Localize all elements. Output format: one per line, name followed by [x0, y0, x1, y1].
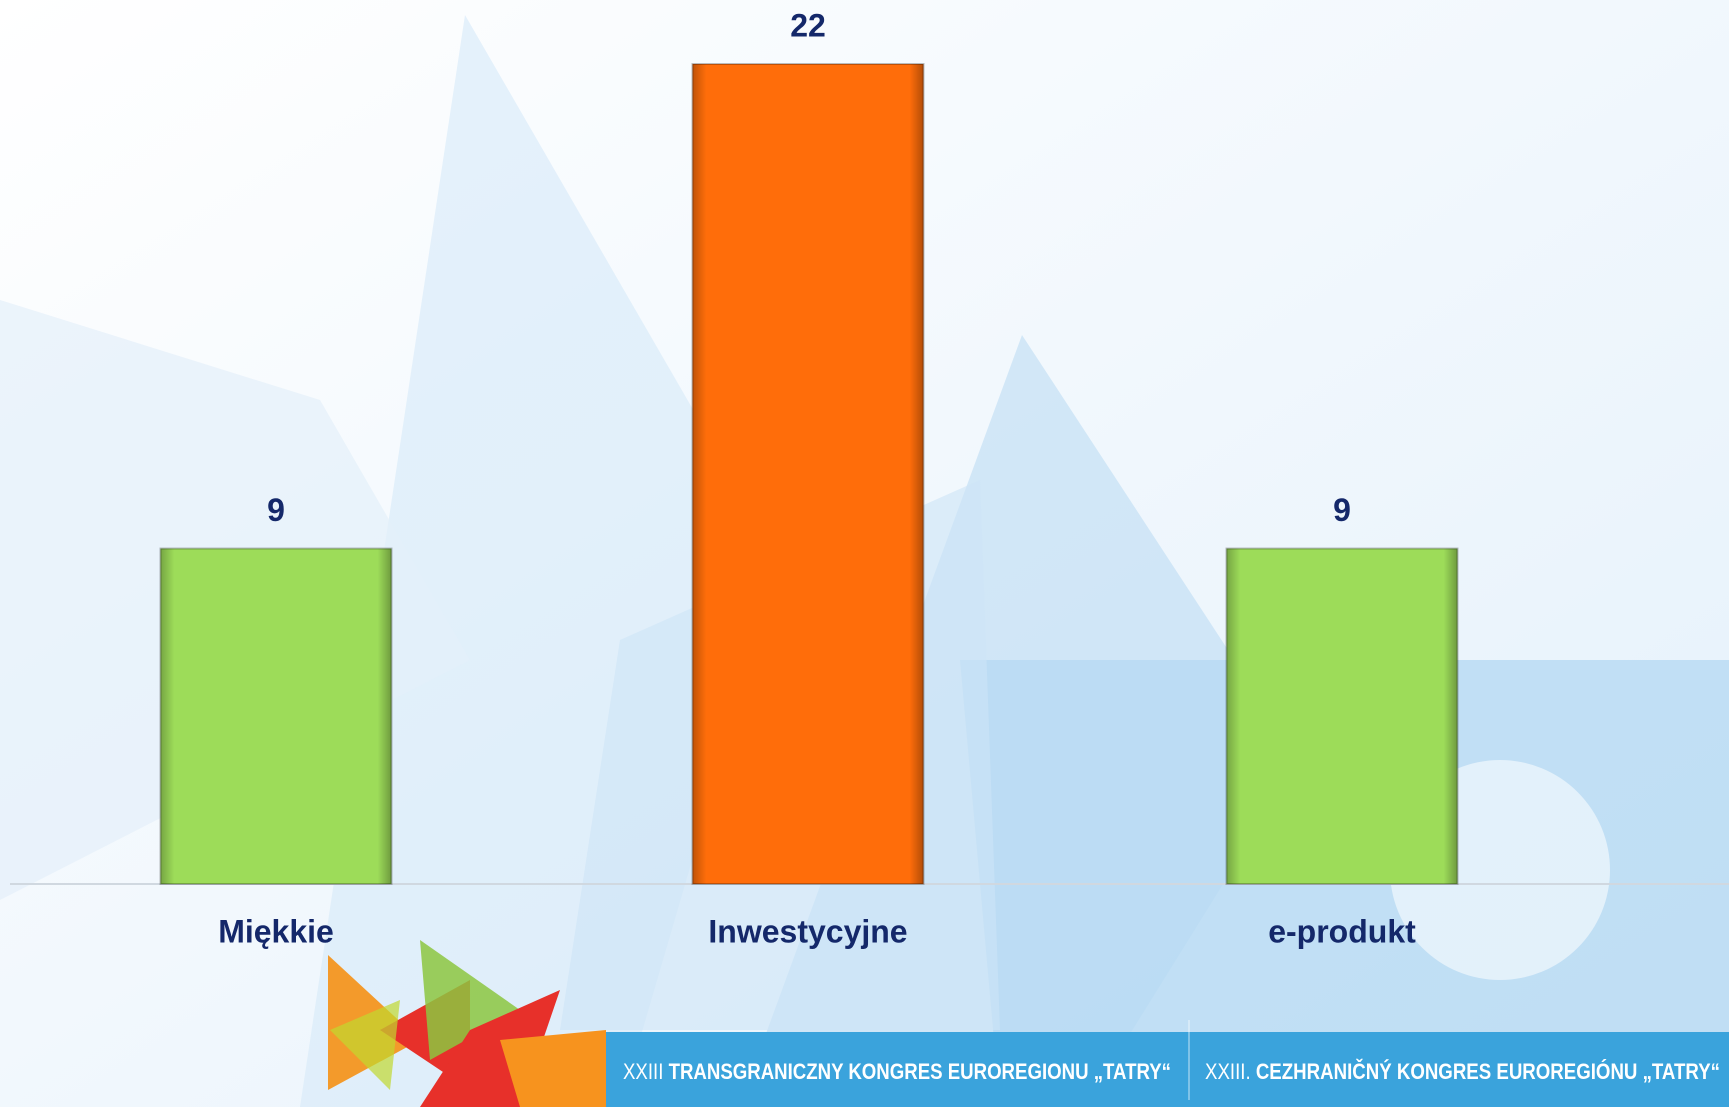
- x-tick-label: e-produkt: [1268, 913, 1416, 949]
- x-tick-label: Inwestycyjne: [708, 913, 907, 949]
- x-tick-label: Miękkie: [218, 913, 334, 949]
- value-label: 22: [790, 7, 826, 43]
- bar-shade: [161, 549, 392, 884]
- value-label: 9: [1333, 492, 1351, 528]
- footer-prefix: XXIII.: [1205, 1059, 1251, 1084]
- page: {"chart_data": {"type": "bar", "categori…: [0, 0, 1729, 1107]
- footer-main: CEZHRANIČNÝ KONGRES EUROREGIÓNU „TATRY“: [1256, 1059, 1720, 1084]
- footer-left: XXIII TRANSGRANICZNY KONGRES EUROREGIONU…: [623, 1059, 1171, 1084]
- footer-prefix: XXIII: [623, 1059, 663, 1084]
- chart: XXIII TRANSGRANICZNY KONGRES EUROREGIONU…: [0, 0, 1729, 1107]
- footer-main: TRANSGRANICZNY KONGRES EUROREGIONU „TATR…: [669, 1059, 1171, 1084]
- value-label: 9: [267, 492, 285, 528]
- bar-shade: [1227, 549, 1458, 884]
- bar-shade: [693, 64, 924, 884]
- footer-right: XXIII. CEZHRANIČNÝ KONGRES EUROREGIÓNU „…: [1205, 1059, 1720, 1084]
